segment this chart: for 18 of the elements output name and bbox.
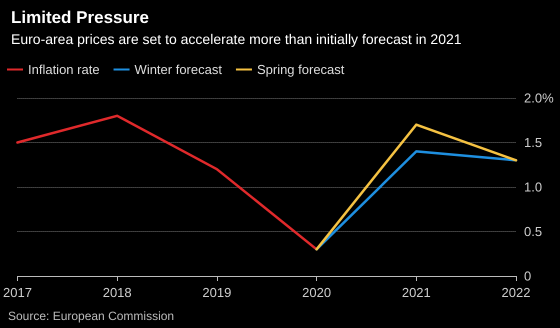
source-note: Source: European Commission [8, 309, 174, 323]
legend-label: Spring forecast [256, 62, 345, 77]
x-tick-label: 2020 [302, 285, 332, 300]
x-tick-label: 2021 [402, 285, 431, 300]
line-series [16, 114, 318, 251]
chart-title: Limited Pressure [11, 8, 149, 27]
y-tick-label: 1.0 [524, 180, 542, 194]
chart-subtitle: Euro-area prices are set to accelerate more than initially forecast in 2021 [11, 31, 462, 47]
x-tick-label: 2018 [102, 285, 132, 300]
legend-label: Winter forecast [134, 62, 222, 77]
x-tick-label: 2017 [3, 285, 32, 300]
y-tick-label: 0 [524, 268, 532, 284]
legend-label: Inflation rate [28, 62, 100, 77]
x-tick-label: 2022 [502, 285, 530, 300]
y-tick-label: 2.0% [524, 90, 554, 106]
y-tick-label: 1.5 [524, 135, 542, 150]
x-tick-label: 2019 [202, 285, 232, 300]
y-tick-label: 0.5 [524, 224, 542, 239]
